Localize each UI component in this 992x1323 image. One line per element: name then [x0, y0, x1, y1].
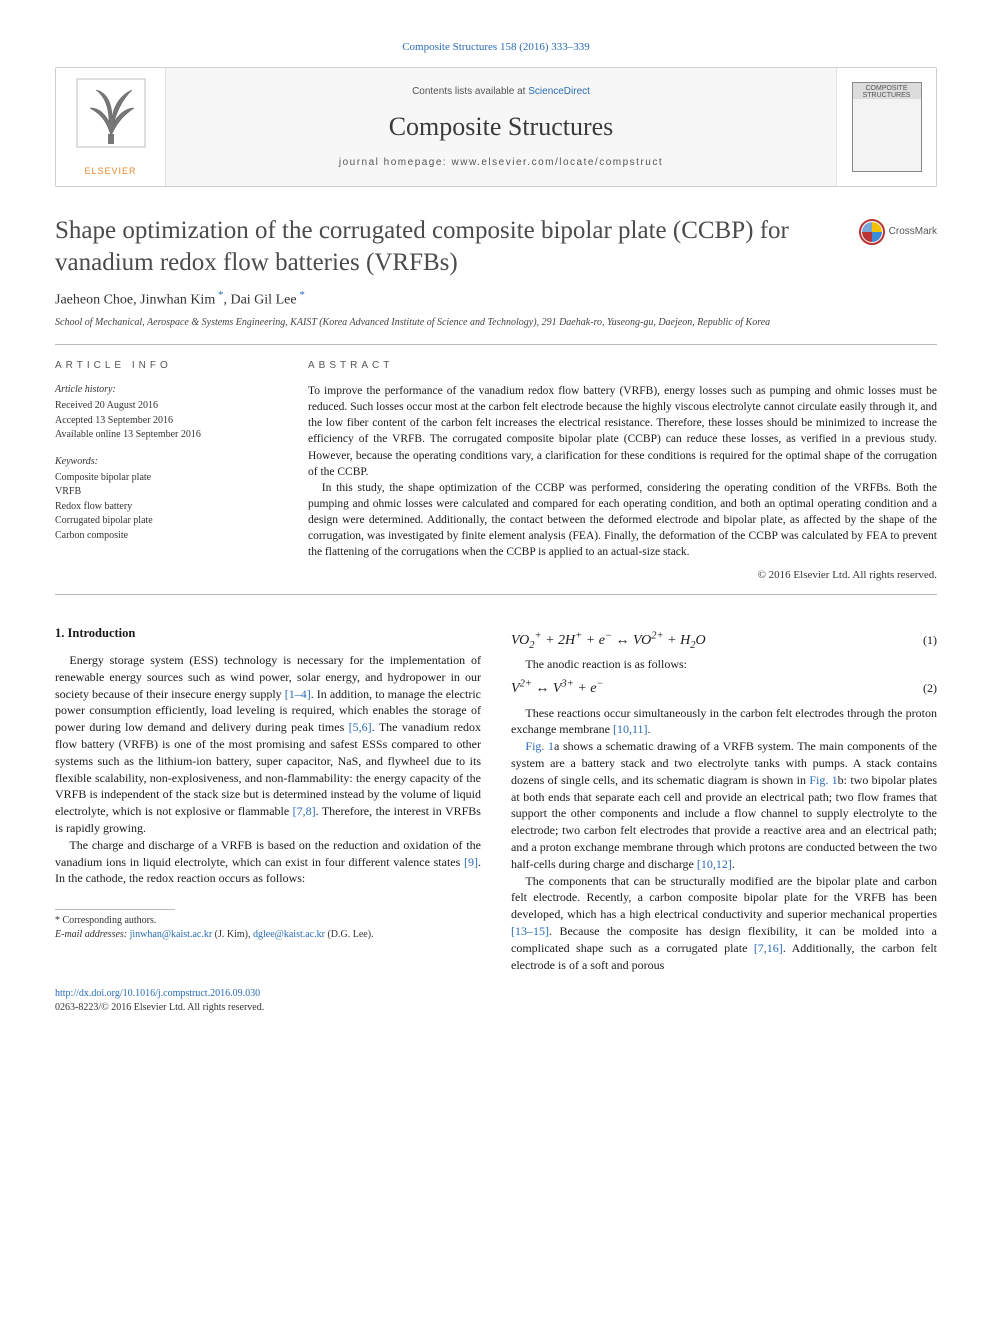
- corresponding-marker[interactable]: *: [297, 289, 305, 301]
- equation-number: (1): [923, 632, 937, 649]
- section-heading: 1. Introduction: [55, 625, 481, 643]
- journal-title: Composite Structures: [389, 109, 614, 145]
- email-label: E-mail addresses:: [55, 929, 130, 940]
- author-affiliation: School of Mechanical, Aerospace & System…: [55, 316, 937, 330]
- reference-link[interactable]: [5,6]: [349, 720, 372, 734]
- reference-link[interactable]: [13–15]: [511, 924, 549, 938]
- article-info-heading: ARTICLE INFO: [55, 359, 280, 373]
- history-received: Received 20 August 2016: [55, 399, 280, 414]
- publisher-name: ELSEVIER: [76, 165, 146, 178]
- keyword: Composite bipolar plate: [55, 471, 280, 486]
- figure-link[interactable]: Fig. 1: [809, 773, 837, 787]
- publisher-logo-block: ELSEVIER: [56, 68, 166, 186]
- corresponding-footnote: * Corresponding authors. E-mail addresse…: [55, 914, 481, 942]
- body-column-left: 1. Introduction Energy storage system (E…: [55, 625, 481, 974]
- body-text: The components that can be structurally …: [511, 874, 937, 922]
- equation-number: (2): [923, 680, 937, 697]
- article-title: Shape optimization of the corrugated com…: [55, 215, 845, 278]
- abstract-paragraph: To improve the performance of the vanadi…: [308, 383, 937, 480]
- doi-link[interactable]: http://dx.doi.org/10.1016/j.compstruct.2…: [55, 988, 260, 999]
- horizontal-rule: [55, 344, 937, 345]
- history-label: Article history:: [55, 383, 280, 397]
- figure-link[interactable]: Fig. 1: [525, 739, 554, 753]
- email-attribution: (D.G. Lee).: [325, 929, 374, 940]
- body-column-right: VO2+ + 2H+ + e− ↔ VO2+ + H2O (1) The ano…: [511, 625, 937, 974]
- abstract-copyright: © 2016 Elsevier Ltd. All rights reserved…: [308, 568, 937, 583]
- history-accepted: Accepted 13 September 2016: [55, 414, 280, 429]
- reference-link[interactable]: [10,12]: [697, 857, 732, 871]
- equation-row: V2+ ↔ V3+ + e− (2): [511, 679, 937, 699]
- horizontal-rule: [55, 594, 937, 595]
- journal-cover-block: COMPOSITE STRUCTURES: [836, 68, 936, 186]
- abstract-paragraph: In this study, the shape optimization of…: [308, 480, 937, 560]
- corresponding-label: * Corresponding authors.: [55, 914, 481, 928]
- body-paragraph: The components that can be structurally …: [511, 873, 937, 974]
- reference-link[interactable]: [1–4]: [285, 687, 311, 701]
- reference-link[interactable]: [7,8]: [293, 804, 316, 818]
- body-paragraph: These reactions occur simultaneously in …: [511, 705, 937, 739]
- sciencedirect-link[interactable]: ScienceDirect: [528, 86, 590, 97]
- contents-available-line: Contents lists available at ScienceDirec…: [412, 85, 590, 99]
- keyword: VRFB: [55, 485, 280, 500]
- history-online: Available online 13 September 2016: [55, 428, 280, 443]
- doi-block: http://dx.doi.org/10.1016/j.compstruct.2…: [55, 987, 937, 1015]
- cover-title: COMPOSITE STRUCTURES: [855, 85, 919, 99]
- issue-citation: Composite Structures 158 (2016) 333–339: [55, 40, 937, 55]
- keyword: Redox flow battery: [55, 500, 280, 515]
- copyright-line: 0263-8223/© 2016 Elsevier Ltd. All right…: [55, 1001, 937, 1015]
- author-list: Jaeheon Choe, Jinwhan Kim *, Dai Gil Lee…: [55, 288, 937, 310]
- author-email[interactable]: dglee@kaist.ac.kr: [253, 929, 325, 940]
- body-paragraph: The charge and discharge of a VRFB is ba…: [55, 837, 481, 887]
- crossmark-icon: [859, 219, 885, 245]
- journal-header-center: Contents lists available at ScienceDirec…: [166, 68, 836, 186]
- body-paragraph: Energy storage system (ESS) technology i…: [55, 652, 481, 837]
- journal-cover-thumbnail: COMPOSITE STRUCTURES: [852, 82, 922, 172]
- reference-link[interactable]: [7,16]: [754, 941, 783, 955]
- email-attribution: (J. Kim),: [212, 929, 253, 940]
- reference-link[interactable]: [10,11]: [613, 722, 648, 736]
- equation: V2+ ↔ V3+ + e−: [511, 679, 604, 699]
- author-email[interactable]: jinwhan@kaist.ac.kr: [130, 929, 213, 940]
- keywords-label: Keywords:: [55, 455, 280, 469]
- footnote-separator: [55, 909, 175, 910]
- author-name: Jinwhan Kim: [140, 293, 215, 308]
- equation: VO2+ + 2H+ + e− ↔ VO2+ + H2O: [511, 631, 706, 651]
- abstract-heading: ABSTRACT: [308, 359, 937, 373]
- journal-homepage-url[interactable]: www.elsevier.com/locate/compstruct: [452, 157, 664, 168]
- body-paragraph: Fig. 1a shows a schematic drawing of a V…: [511, 738, 937, 872]
- article-info-block: ARTICLE INFO Article history: Received 2…: [55, 359, 280, 583]
- keyword: Carbon composite: [55, 529, 280, 544]
- elsevier-tree-icon: [76, 78, 146, 163]
- crossmark-badge[interactable]: CrossMark: [859, 219, 937, 245]
- author-name: Jaeheon Choe: [55, 293, 133, 308]
- body-text: These reactions occur simultaneously in …: [511, 706, 937, 737]
- author-name: Dai Gil Lee: [230, 293, 296, 308]
- journal-homepage-line: journal homepage: www.elsevier.com/locat…: [339, 156, 663, 170]
- abstract-block: ABSTRACT To improve the performance of t…: [308, 359, 937, 583]
- equation-row: VO2+ + 2H+ + e− ↔ VO2+ + H2O (1): [511, 631, 937, 651]
- body-text: .: [648, 722, 651, 736]
- body-text: .: [732, 857, 735, 871]
- corresponding-marker[interactable]: *: [215, 289, 223, 301]
- journal-header: ELSEVIER Contents lists available at Sci…: [55, 67, 937, 187]
- body-paragraph: The anodic reaction is as follows:: [511, 656, 937, 673]
- contents-prefix: Contents lists available at: [412, 86, 528, 97]
- reference-link[interactable]: [9]: [464, 855, 478, 869]
- keyword: Corrugated bipolar plate: [55, 514, 280, 529]
- crossmark-label: CrossMark: [889, 225, 937, 239]
- homepage-prefix: journal homepage:: [339, 157, 452, 168]
- body-text: The charge and discharge of a VRFB is ba…: [55, 838, 481, 869]
